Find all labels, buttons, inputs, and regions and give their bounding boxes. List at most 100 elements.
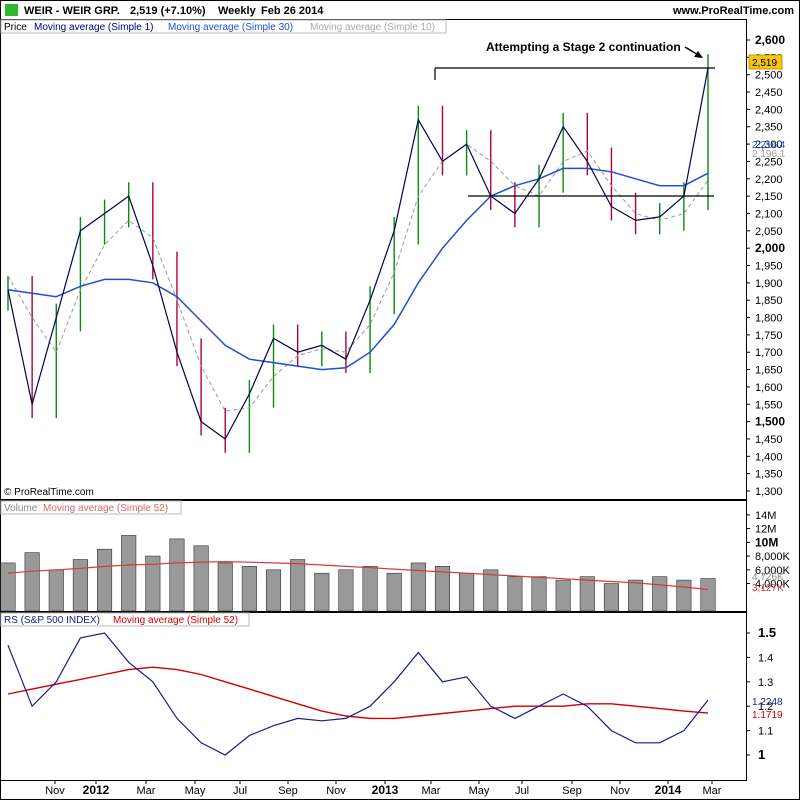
x-tick-label: Jul: [233, 785, 247, 797]
volume-bar: [242, 566, 256, 611]
green-status-icon: [5, 4, 18, 16]
price-tick-label: 2,400: [755, 104, 783, 116]
volume-bar: [435, 566, 449, 611]
legend-rs: RS (S&P 500 INDEX): [4, 615, 100, 626]
price-tick-label: 1,700: [755, 347, 783, 359]
price-tick-label: 1,550: [755, 399, 783, 411]
price-tick-label: 2,600: [755, 33, 785, 47]
x-tick-label: Nov: [610, 785, 630, 797]
volume-bar: [266, 570, 280, 611]
x-tick-label: Jul: [515, 785, 529, 797]
volume-bar: [484, 570, 498, 611]
rs-tick-label: 1.4: [758, 652, 773, 664]
copyright: © ProRealTime.com: [4, 487, 94, 498]
price-tick-label: 1,850: [755, 295, 783, 307]
price-tick-label: 1,900: [755, 278, 783, 290]
price-tick-label: 1,800: [755, 313, 783, 325]
ma10-tag: 2,196.1: [752, 149, 786, 160]
instrument-title: WEIR - WEIR GRP.: [24, 5, 120, 17]
price-tick-label: 2,450: [755, 87, 783, 99]
price-tick-label: 1,400: [755, 451, 783, 463]
price-tick-label: 1,350: [755, 469, 783, 481]
rs-tick-label: 1.1: [758, 726, 773, 738]
volume-bar: [604, 584, 618, 611]
x-tick-label: Mar: [422, 785, 441, 797]
x-tick-label: Mar: [703, 785, 722, 797]
volume-bar: [532, 577, 546, 611]
volume-bar: [701, 579, 715, 611]
x-tick-label: May: [185, 785, 206, 797]
period-label: Weekly: [218, 5, 257, 17]
volume-bar: [49, 570, 63, 611]
price-tick-label: 1,600: [755, 382, 783, 394]
rs-tick-label: 1.3: [758, 677, 773, 689]
volume-bar: [170, 539, 184, 611]
legend-ma10: Moving average (Simple 10): [310, 22, 435, 33]
last-price: 2,519 (+7.10%): [130, 5, 206, 17]
last-price-tag-text: 2,519: [752, 58, 777, 69]
volume-bar: [387, 573, 401, 611]
price-tick-label: 1,300: [755, 486, 783, 498]
price-legend: Price Moving average (Simple 1) Moving a…: [1, 20, 446, 33]
x-tick-label: Nov: [326, 785, 346, 797]
x-tick-label: Nov: [45, 785, 65, 797]
rs-ma-tag: 1.1719: [752, 710, 783, 721]
rs-tick-label: 1.5: [758, 625, 776, 640]
volume-tick-label: 14M: [755, 510, 776, 522]
volume-bar: [363, 566, 377, 611]
volume-bar: [556, 580, 570, 611]
volume-bar: [315, 573, 329, 611]
rs-legend: RS (S&P 500 INDEX) Moving average (Simpl…: [1, 613, 249, 626]
price-tick-label: 1,750: [755, 330, 783, 342]
x-tick-label: 2012: [83, 783, 110, 797]
volume-bar: [339, 570, 353, 611]
legend-price: Price: [4, 22, 27, 33]
x-tick-label: 2014: [655, 783, 682, 797]
volume-bar: [194, 546, 208, 611]
volume-bar: [459, 573, 473, 611]
volume-tag: 4,726K: [752, 572, 784, 583]
x-tick-label: Sep: [562, 785, 582, 797]
volume-ma-tag: 3,127K: [752, 583, 784, 594]
x-tick-label: May: [469, 785, 490, 797]
volume-bar: [290, 560, 304, 612]
price-tick-label: 2,150: [755, 191, 783, 203]
price-tick-label: 1,450: [755, 434, 783, 446]
rs-tick-label: 1: [758, 747, 765, 762]
volume-bar: [580, 577, 594, 611]
volume-tick-label: 10M: [755, 535, 778, 549]
price-tick-label: 2,500: [755, 70, 783, 82]
legend-volume-ma: Moving average (Simple 52): [43, 503, 168, 514]
rs-tag: 1.2248: [752, 697, 783, 708]
site-label: www.ProRealTime.com: [672, 5, 794, 17]
volume-legend: Volume Moving average (Simple 52): [1, 501, 181, 514]
volume-tick-label: 8,000K: [755, 551, 791, 563]
x-tick-label: Sep: [278, 785, 298, 797]
price-tick-label: 1,650: [755, 365, 783, 377]
x-tick-label: 2013: [372, 783, 399, 797]
volume-bar: [1, 563, 15, 611]
price-tick-label: 2,000: [755, 241, 785, 255]
legend-rs-ma: Moving average (Simple 52): [113, 615, 238, 626]
price-tick-label: 2,050: [755, 226, 783, 238]
legend-volume: Volume: [4, 503, 38, 514]
price-tick-label: 2,100: [755, 208, 783, 220]
volume-bar: [97, 549, 111, 611]
x-tick-label: Mar: [137, 785, 156, 797]
price-tick-label: 2,200: [755, 174, 783, 186]
volume-bar: [25, 553, 39, 611]
price-tick-label: 1,500: [755, 415, 785, 429]
volume-bar: [121, 535, 135, 611]
volume-bar: [508, 577, 522, 611]
date-label: Feb 26 2014: [261, 5, 324, 17]
stage2-annotation: Attempting a Stage 2 continuation: [486, 40, 681, 54]
price-tick-label: 1,950: [755, 261, 783, 273]
volume-bar: [73, 560, 87, 612]
price-tick-label: 2,350: [755, 122, 783, 134]
volume-bar: [652, 577, 666, 611]
legend-ma1: Moving average (Simple 1): [34, 22, 154, 33]
volume-bar: [677, 580, 691, 611]
volume-bar: [218, 563, 232, 611]
